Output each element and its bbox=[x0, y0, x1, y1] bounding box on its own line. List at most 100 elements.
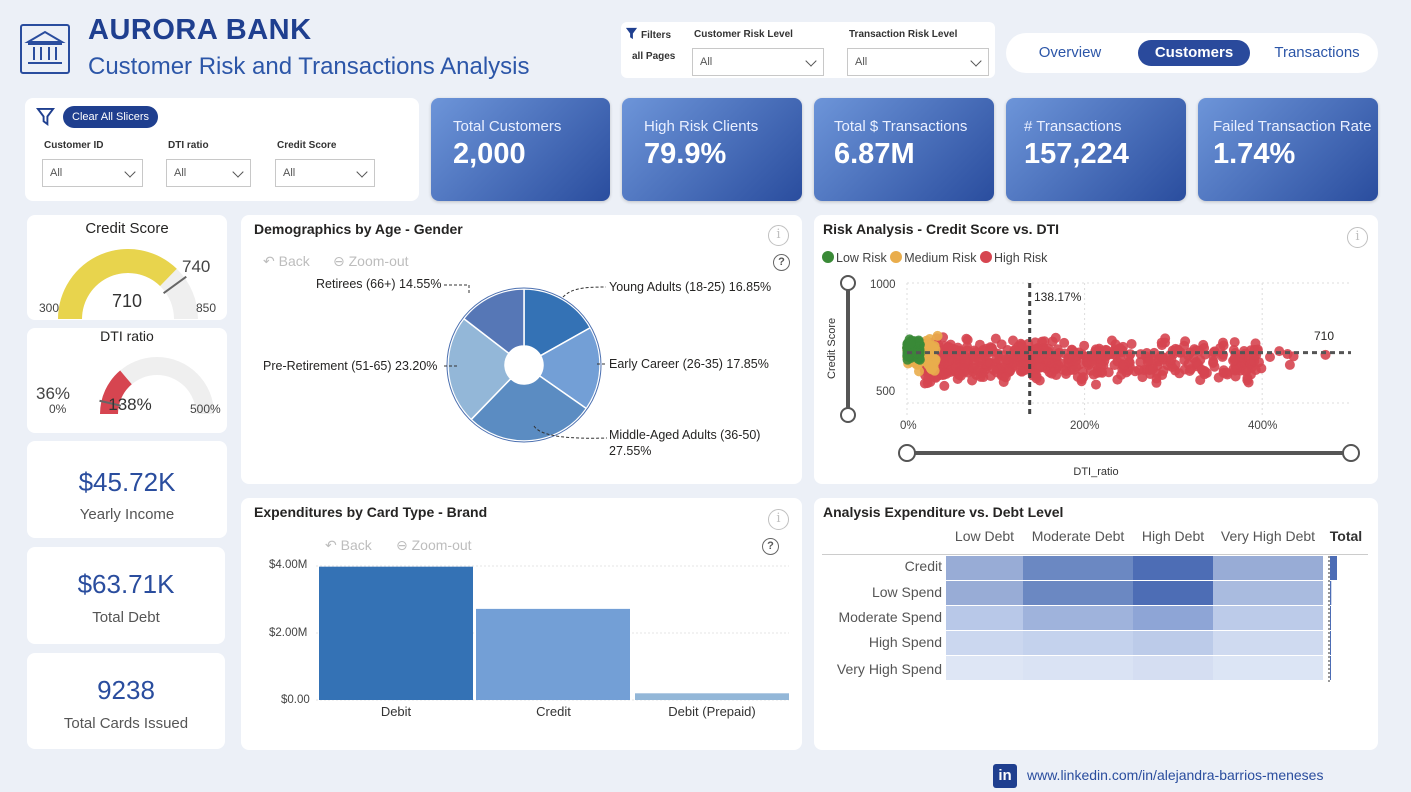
tab-customers[interactable]: Customers bbox=[1138, 40, 1250, 66]
bar-credit[interactable] bbox=[476, 608, 630, 700]
info-icon[interactable]: i bbox=[768, 509, 789, 530]
scatter-point[interactable] bbox=[1119, 359, 1130, 370]
scatter-point[interactable] bbox=[1050, 332, 1061, 343]
customer-risk-dropdown[interactable]: All bbox=[692, 48, 824, 76]
credit-dropdown[interactable]: All bbox=[275, 159, 375, 187]
scatter-point[interactable] bbox=[1015, 366, 1026, 377]
scatter-point[interactable] bbox=[1074, 359, 1085, 370]
scatter-point[interactable] bbox=[988, 365, 999, 376]
scatter-point[interactable] bbox=[1151, 373, 1162, 384]
zoom-out-button[interactable]: ⊖ Zoom-out bbox=[396, 537, 472, 553]
scatter-point[interactable] bbox=[924, 340, 935, 351]
scatter-point[interactable] bbox=[926, 364, 937, 375]
scatter-point[interactable] bbox=[1096, 361, 1107, 372]
linkedin-icon[interactable]: in bbox=[993, 764, 1017, 788]
scatter-point[interactable] bbox=[985, 342, 996, 353]
scatter-point[interactable] bbox=[1137, 372, 1148, 383]
scatter-point[interactable] bbox=[1242, 375, 1253, 386]
scatter-point[interactable] bbox=[1174, 368, 1185, 379]
scatter-point[interactable] bbox=[1141, 348, 1152, 359]
scatter-point[interactable] bbox=[938, 355, 949, 366]
scatter-point[interactable] bbox=[1144, 355, 1155, 366]
linkedin-link[interactable]: www.linkedin.com/in/alejandra-barrios-me… bbox=[1027, 767, 1324, 783]
scatter-point[interactable] bbox=[1218, 337, 1229, 348]
y-range-slider-handle[interactable] bbox=[840, 275, 856, 291]
scatter-point[interactable] bbox=[1156, 337, 1167, 348]
customer-id-dropdown[interactable]: All bbox=[42, 159, 143, 187]
scatter-point[interactable] bbox=[1221, 367, 1232, 378]
scatter-point[interactable] bbox=[1034, 353, 1045, 364]
scatter-point[interactable] bbox=[998, 376, 1009, 387]
scatter-point[interactable] bbox=[905, 338, 916, 349]
scatter-point[interactable] bbox=[1088, 369, 1099, 380]
pie-slice-middle-aged-adults-36-50[interactable] bbox=[470, 374, 588, 442]
clear-slicers-button[interactable]: Clear All Slicers bbox=[63, 106, 159, 128]
scatter-point[interactable] bbox=[1167, 362, 1178, 373]
tab-overview[interactable]: Overview bbox=[1038, 44, 1102, 61]
scatter-point[interactable] bbox=[1106, 335, 1117, 346]
scatter-point[interactable] bbox=[1284, 359, 1295, 370]
scatter-point[interactable] bbox=[1229, 337, 1240, 348]
scatter-point[interactable] bbox=[1034, 360, 1045, 371]
scatter-point[interactable] bbox=[1230, 365, 1241, 376]
bar-debit-prepaid[interactable] bbox=[635, 693, 789, 700]
scatter-point[interactable] bbox=[1179, 355, 1190, 366]
dti-dropdown[interactable]: All bbox=[166, 159, 251, 187]
scatter-point[interactable] bbox=[1118, 341, 1129, 352]
scatter-point[interactable] bbox=[939, 380, 950, 391]
scatter-point[interactable] bbox=[1148, 363, 1159, 374]
scatter-point[interactable] bbox=[1076, 376, 1087, 387]
scatter-point[interactable] bbox=[941, 368, 952, 379]
legend-high-risk: High Risk bbox=[979, 251, 1047, 265]
scatter-point[interactable] bbox=[978, 372, 989, 383]
pie-slice-retirees-66[interactable] bbox=[462, 288, 525, 355]
info-icon[interactable]: i bbox=[768, 225, 789, 246]
scatter-point[interactable] bbox=[1199, 342, 1210, 353]
scatter-point[interactable] bbox=[1059, 337, 1070, 348]
scatter-point[interactable] bbox=[951, 361, 962, 372]
scatter-point[interactable] bbox=[1039, 336, 1050, 347]
bar-debit[interactable] bbox=[319, 566, 473, 700]
scatter-point[interactable] bbox=[1063, 353, 1074, 364]
scatter-point[interactable] bbox=[1167, 345, 1178, 356]
scatter-point[interactable] bbox=[1228, 355, 1239, 366]
y-range-slider-handle[interactable] bbox=[840, 407, 856, 423]
help-icon[interactable]: ? bbox=[773, 254, 790, 271]
scatter-point[interactable] bbox=[1158, 365, 1169, 376]
scatter-point[interactable] bbox=[1000, 354, 1011, 365]
x-range-slider-handle[interactable] bbox=[1342, 444, 1360, 462]
scatter-point[interactable] bbox=[932, 330, 943, 341]
drill-back-button[interactable]: ↶ Back bbox=[325, 537, 372, 553]
scatter-point[interactable] bbox=[1197, 364, 1208, 375]
scatter-point[interactable] bbox=[1090, 379, 1101, 390]
scatter-point[interactable] bbox=[1208, 356, 1219, 367]
help-icon[interactable]: ? bbox=[762, 538, 779, 555]
scatter-point[interactable] bbox=[1245, 358, 1256, 369]
scatter-point[interactable] bbox=[1126, 338, 1137, 349]
back-arrow-icon: ↶ bbox=[325, 537, 337, 553]
tab-transactions[interactable]: Transactions bbox=[1274, 44, 1360, 61]
scatter-point[interactable] bbox=[1109, 360, 1120, 371]
scatter-point[interactable] bbox=[1264, 351, 1275, 362]
drill-back-button[interactable]: ↶ Back bbox=[263, 253, 310, 269]
scatter-point[interactable] bbox=[1180, 336, 1191, 347]
scatter-point[interactable] bbox=[1191, 357, 1202, 368]
pie-slice-early-career-26-35[interactable] bbox=[538, 326, 601, 410]
scatter-point[interactable] bbox=[1079, 340, 1090, 351]
scatter-point[interactable] bbox=[1046, 357, 1057, 368]
scatter-point[interactable] bbox=[968, 362, 979, 373]
scatter-point[interactable] bbox=[969, 355, 980, 366]
zoom-out-button[interactable]: ⊖ Zoom-out bbox=[333, 253, 409, 269]
transaction-risk-dropdown[interactable]: All bbox=[847, 48, 989, 76]
x-range-slider-handle[interactable] bbox=[898, 444, 916, 462]
scatter-point[interactable] bbox=[1103, 367, 1114, 378]
scatter-point[interactable] bbox=[1031, 373, 1042, 384]
filters-scope-label: all Pages bbox=[632, 51, 676, 62]
info-icon[interactable]: i bbox=[1347, 227, 1368, 248]
scatter-point[interactable] bbox=[922, 378, 933, 389]
scatter-point[interactable] bbox=[991, 353, 1002, 364]
scatter-point[interactable] bbox=[1213, 372, 1224, 383]
pie-slice-young-adults-18-25[interactable] bbox=[523, 288, 592, 357]
scatter-point[interactable] bbox=[1135, 357, 1146, 368]
pie-slice-pre-retirement-51-65[interactable] bbox=[447, 317, 512, 421]
